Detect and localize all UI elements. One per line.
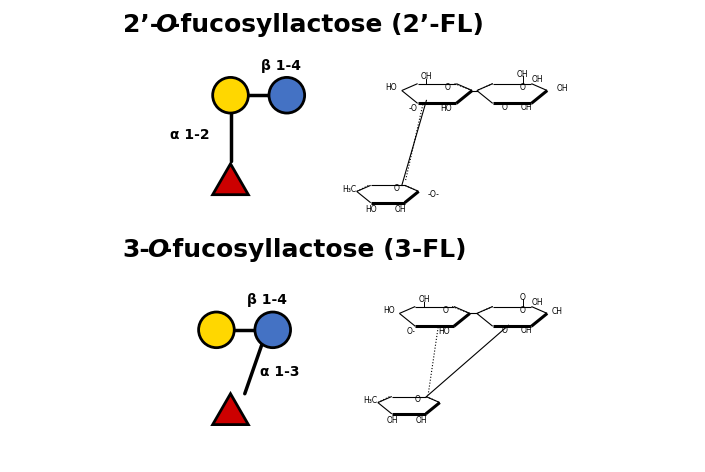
- Text: OH: OH: [386, 416, 398, 425]
- Polygon shape: [213, 394, 248, 425]
- Text: HO: HO: [383, 306, 395, 315]
- Text: OH: OH: [421, 72, 432, 81]
- Circle shape: [269, 77, 305, 113]
- Text: O: O: [393, 184, 400, 193]
- Text: OH: OH: [394, 205, 406, 214]
- Text: OH: OH: [532, 298, 543, 307]
- Text: O: O: [502, 103, 508, 112]
- Text: HO: HO: [441, 104, 452, 113]
- Text: 2’-: 2’-: [123, 13, 160, 37]
- Text: -O: -O: [409, 104, 417, 113]
- Text: O: O: [415, 395, 421, 404]
- Text: O: O: [520, 83, 525, 92]
- Text: -fucosyllactose (3-FL): -fucosyllactose (3-FL): [162, 238, 467, 262]
- Text: OH: OH: [520, 326, 532, 335]
- Circle shape: [213, 77, 248, 113]
- Text: H₃C: H₃C: [363, 396, 377, 405]
- Polygon shape: [213, 164, 248, 194]
- Circle shape: [255, 312, 290, 348]
- Circle shape: [199, 312, 234, 348]
- Text: O: O: [502, 326, 508, 335]
- Text: OH: OH: [557, 84, 568, 93]
- Text: O: O: [147, 238, 168, 262]
- Text: O: O: [520, 306, 525, 315]
- Text: CH: CH: [552, 307, 563, 316]
- Text: OH: OH: [520, 103, 532, 112]
- Text: HO: HO: [386, 83, 397, 92]
- Text: α 1-2: α 1-2: [170, 128, 209, 142]
- Text: OH: OH: [517, 70, 529, 79]
- Text: O-: O-: [406, 327, 415, 336]
- Text: O: O: [520, 293, 525, 302]
- Text: OH: OH: [418, 295, 430, 304]
- Text: OH: OH: [415, 416, 427, 425]
- Text: O: O: [442, 306, 448, 315]
- Text: β 1-4: β 1-4: [247, 293, 287, 307]
- Text: -O-: -O-: [427, 190, 439, 199]
- Text: OH: OH: [532, 75, 543, 84]
- Text: α 1-3: α 1-3: [260, 365, 300, 379]
- Text: O: O: [445, 83, 450, 92]
- Text: β 1-4: β 1-4: [261, 59, 301, 73]
- Text: O: O: [155, 13, 177, 37]
- Text: -fucosyllactose (2’-FL): -fucosyllactose (2’-FL): [171, 13, 484, 37]
- Text: HO: HO: [365, 205, 377, 214]
- Text: H₃C: H₃C: [342, 185, 356, 194]
- Text: HO: HO: [438, 327, 450, 336]
- Text: 3-: 3-: [123, 238, 150, 262]
